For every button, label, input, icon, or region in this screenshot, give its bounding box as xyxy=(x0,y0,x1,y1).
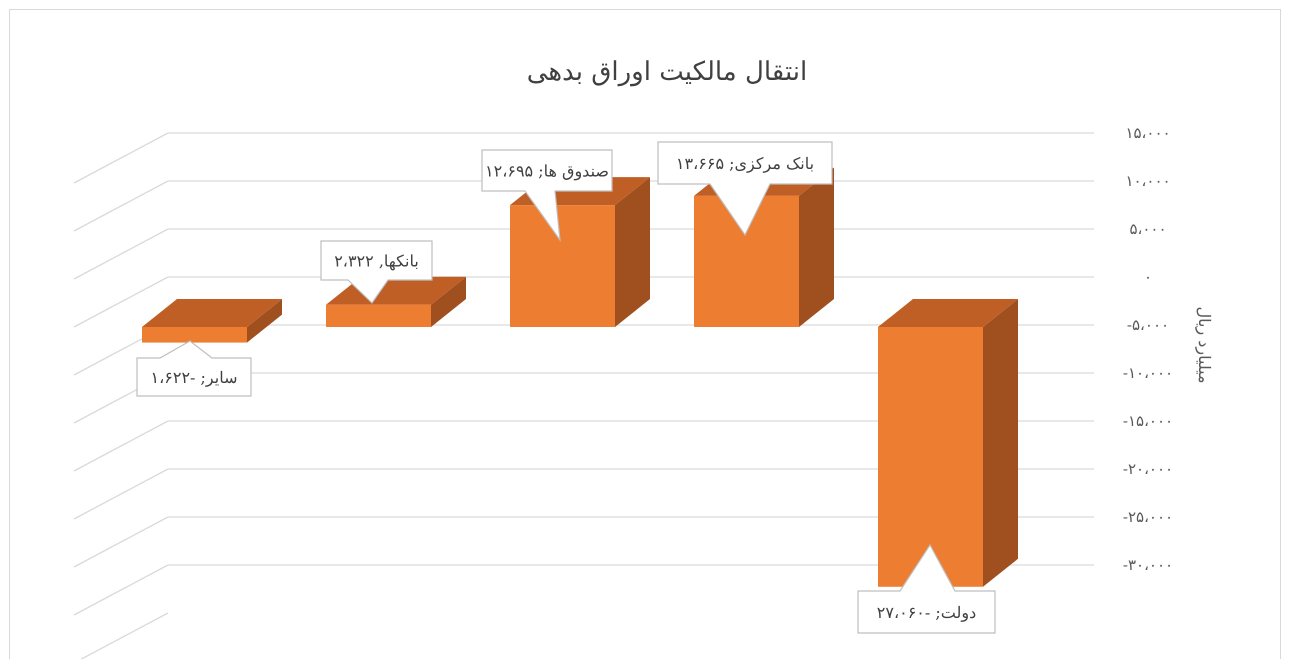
y-tick-label: ۰ xyxy=(1144,268,1152,286)
bar-top xyxy=(142,299,282,327)
gridline-depth xyxy=(73,564,169,616)
chart-title: انتقال مالکیت اوراق بدهی xyxy=(527,57,808,87)
bar-side xyxy=(431,276,466,327)
ticks-layer: ۱۵،۰۰۰ ۱۰،۰۰۰ ۵،۰۰۰ ۰ -۵،۰۰۰ -۱۰،۰۰۰ -۱۵،۰۰۰ -۲… xyxy=(1123,124,1173,574)
bar-front xyxy=(878,327,983,587)
data-label-box xyxy=(857,543,996,634)
data-label-text: دولت; -۲۷،۰۶۰ xyxy=(877,603,976,622)
bar-front xyxy=(326,304,431,327)
bar-front xyxy=(142,327,247,343)
data-label-box xyxy=(320,240,433,304)
bar-side xyxy=(615,177,650,327)
bar xyxy=(326,276,466,327)
bar-top xyxy=(878,299,1018,327)
bars-layer xyxy=(142,167,1018,587)
gridline-depth xyxy=(73,228,169,280)
bar-front xyxy=(510,205,615,327)
y-tick-label: -۳۰،۰۰۰ xyxy=(1123,556,1173,574)
bar xyxy=(878,299,1018,587)
bar-side xyxy=(247,299,282,343)
gridline-depth xyxy=(73,180,169,232)
data-label-text: صندوق ها; ۱۲،۶۹۵ xyxy=(485,162,609,181)
y-tick-label: ۵،۰۰۰ xyxy=(1129,220,1166,238)
data-label: بانک مرکزی; ۱۳،۶۶۵ xyxy=(657,141,833,237)
data-label: سایر; -۱،۶۲۲ xyxy=(136,340,252,397)
data-label-box xyxy=(481,149,613,243)
gridline-depth xyxy=(73,468,169,520)
bar xyxy=(142,299,282,343)
gridline-depth xyxy=(73,516,169,568)
data-label-text: بانک مرکزی; ۱۳،۶۶۵ xyxy=(676,154,814,173)
y-tick-label: -۱۵،۰۰۰ xyxy=(1123,412,1173,430)
gridline-depth xyxy=(73,132,169,184)
labels-layer: سایر; -۱،۶۲۲ بانکها, ۲،۳۲۲ صندوق ها; ۱۲،۶۹… xyxy=(136,141,996,634)
bar-side xyxy=(983,299,1018,587)
y-tick-label: -۵،۰۰۰ xyxy=(1127,316,1169,334)
gridline-depth xyxy=(80,612,169,659)
y-tick-label: -۱۰،۰۰۰ xyxy=(1123,364,1173,382)
y-tick-label: -۲۰،۰۰۰ xyxy=(1123,460,1173,478)
y-tick-label: ۱۰،۰۰۰ xyxy=(1125,172,1170,190)
gridline-depth xyxy=(73,420,169,472)
bar-side xyxy=(799,167,834,327)
data-label: صندوق ها; ۱۲،۶۹۵ xyxy=(481,149,613,243)
data-label: بانکها, ۲،۳۲۲ xyxy=(320,240,433,304)
y-tick-label: -۲۵،۰۰۰ xyxy=(1123,508,1173,526)
data-label: دولت; -۲۷،۰۶۰ xyxy=(857,543,996,634)
data-label-box xyxy=(657,141,833,237)
data-label-text: سایر; -۱،۶۲۲ xyxy=(151,368,238,387)
y-tick-label: ۱۵،۰۰۰ xyxy=(1125,124,1170,142)
gridline-depth xyxy=(73,276,169,328)
data-label-box xyxy=(136,340,252,397)
y-axis-label: میلیارد ریال xyxy=(1195,306,1214,383)
chart-frame xyxy=(9,9,1281,659)
data-label-text: بانکها, ۲،۳۲۲ xyxy=(334,252,419,271)
